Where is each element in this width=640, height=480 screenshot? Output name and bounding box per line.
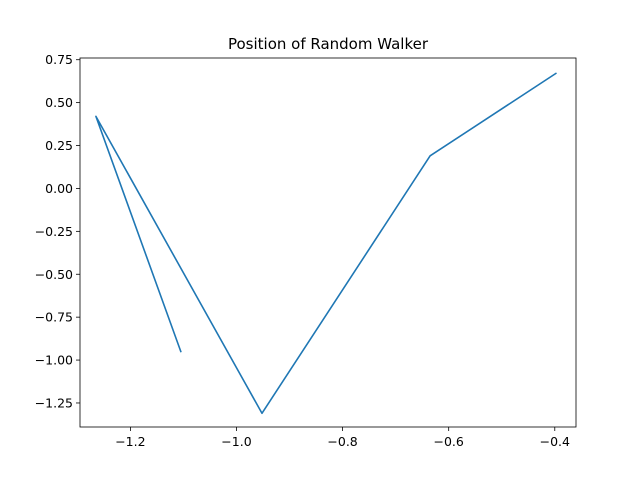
y-tick-label: 0.25	[45, 138, 73, 153]
plot-area: −1.2 −1.0 −0.8 −0.6 −0.4 0.75 0.50 0.25 0.00 −0.2…	[35, 52, 570, 449]
y-tick-label: −1.00	[35, 353, 73, 368]
y-tick-label: −0.75	[35, 310, 73, 325]
y-tick-label: 0.75	[45, 52, 73, 67]
chart-title: Position of Random Walker	[228, 35, 429, 53]
x-tick-label: −0.8	[327, 434, 357, 449]
series-line-0	[95, 72, 557, 415]
y-tick-label: 0.50	[45, 95, 73, 110]
y-tick-label: −0.50	[35, 267, 73, 282]
x-tick-label: −0.6	[434, 434, 464, 449]
y-tick-label: −0.25	[35, 224, 73, 239]
x-tick-label: −1.0	[221, 434, 251, 449]
axes-frame	[79, 57, 577, 428]
y-tick-label: 0.00	[45, 181, 73, 196]
y-tick-label: −1.25	[35, 395, 73, 410]
x-tick-label: −1.2	[115, 434, 145, 449]
x-tick-label: −0.4	[540, 434, 570, 449]
